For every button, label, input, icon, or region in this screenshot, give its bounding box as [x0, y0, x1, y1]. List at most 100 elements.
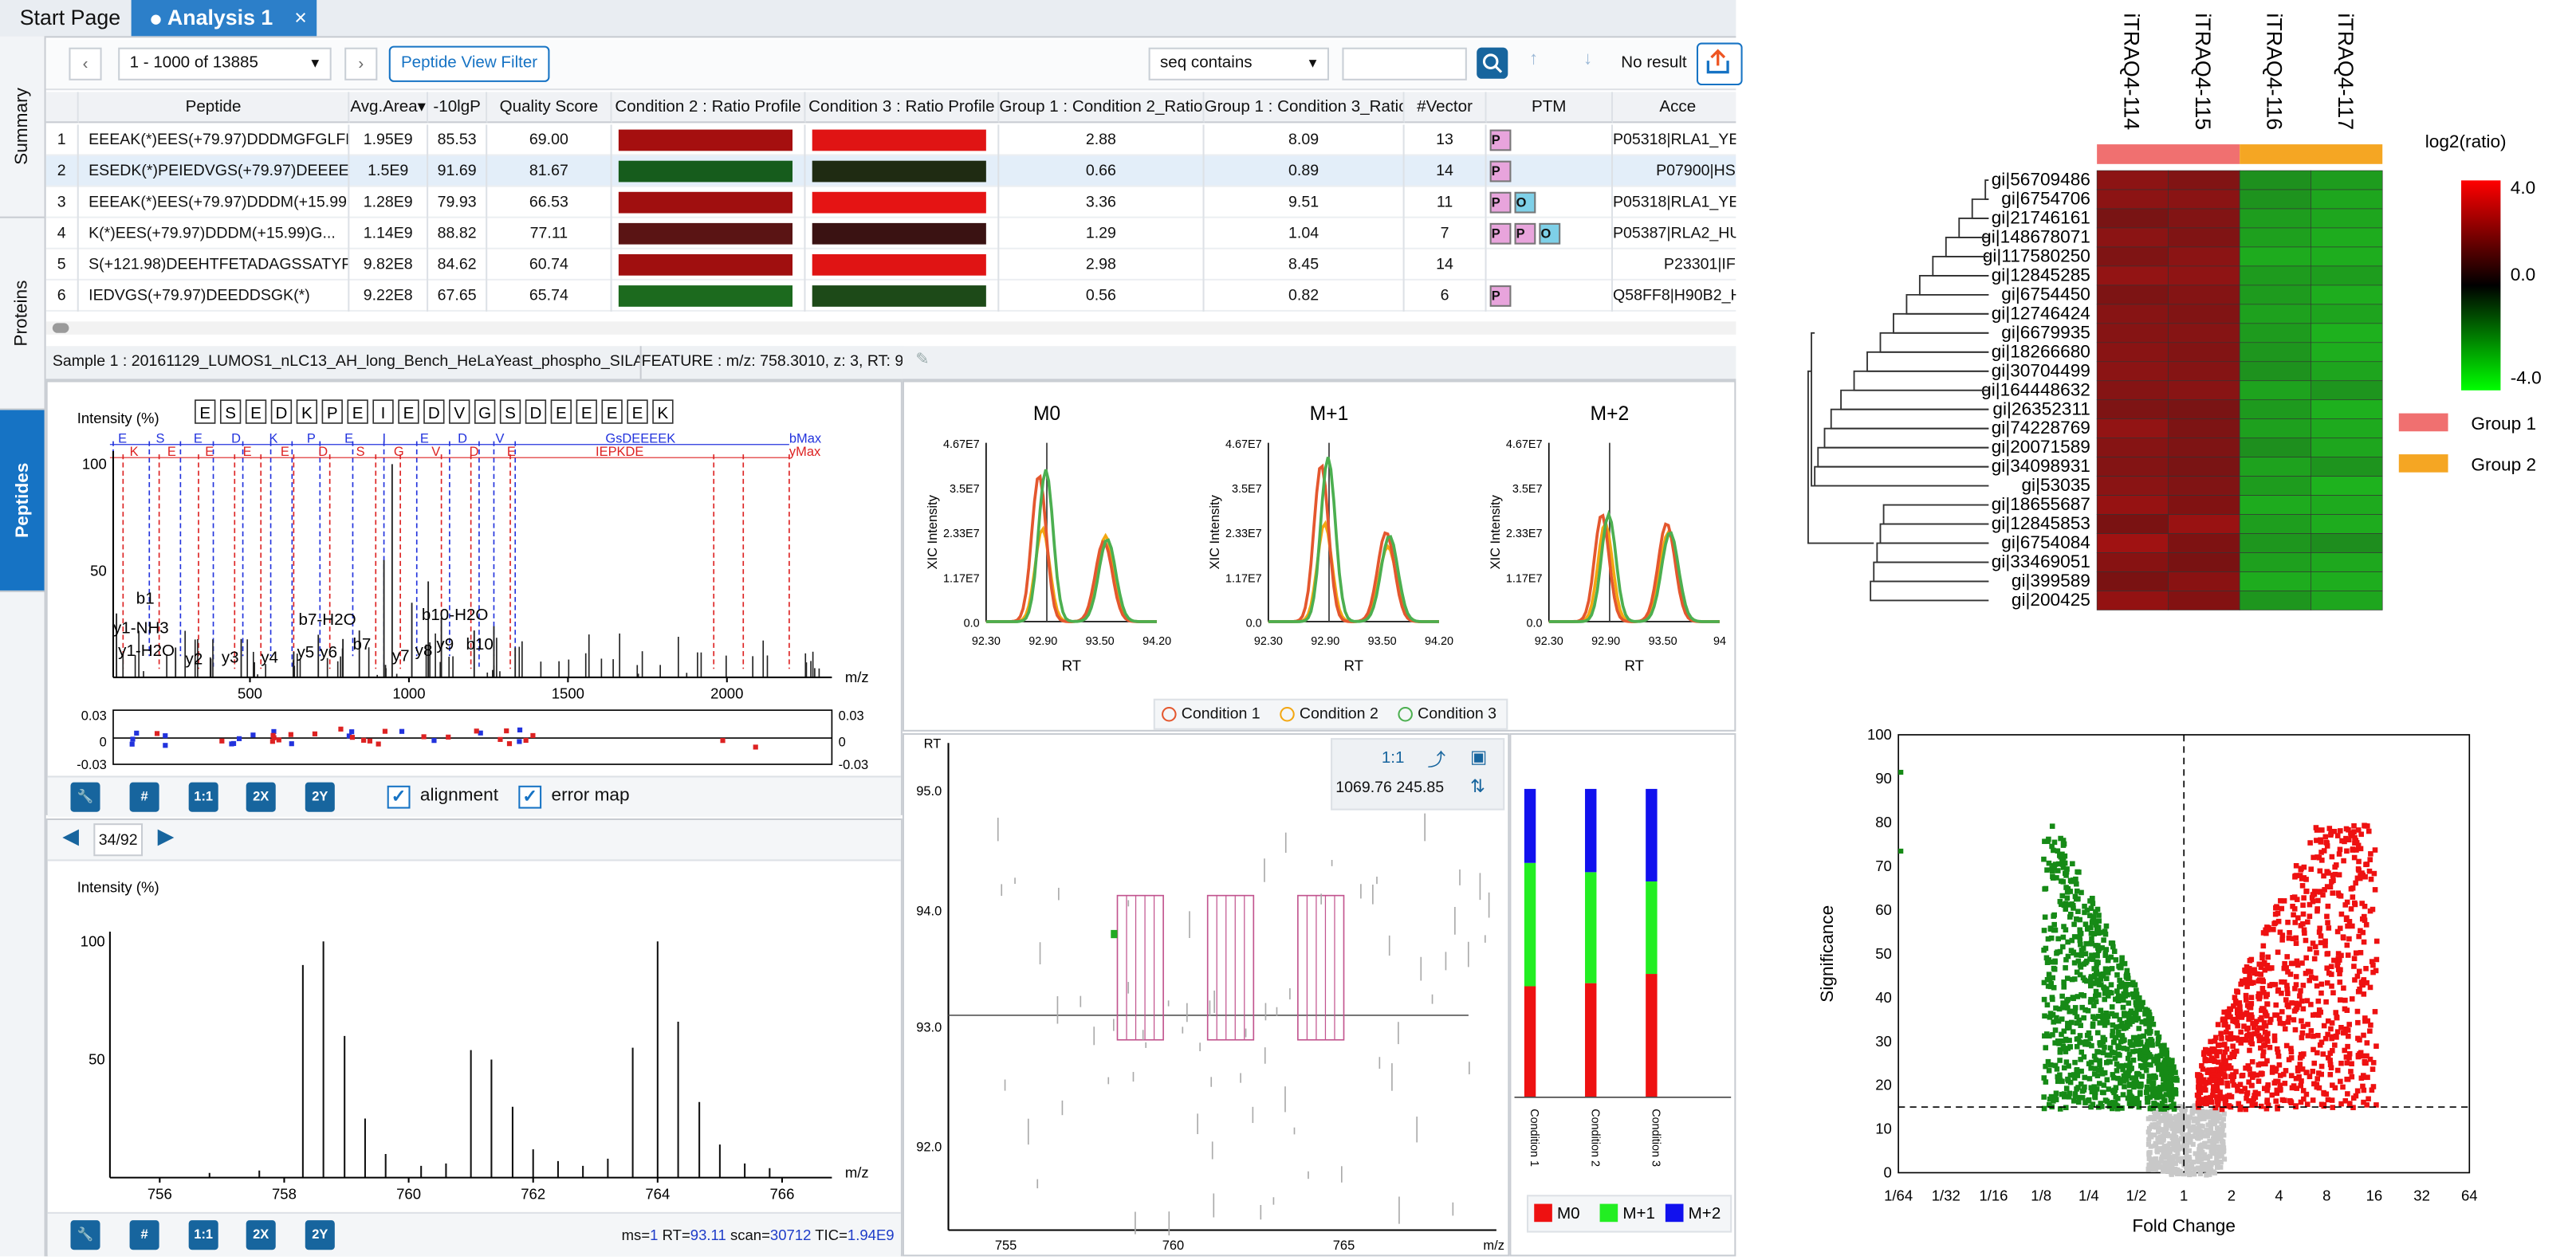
sequence-residue-box	[449, 399, 470, 424]
peptide-view-filter-button[interactable]: Peptide View Filter	[388, 45, 550, 82]
volcano-point	[2136, 995, 2142, 1001]
volcano-point	[2301, 895, 2307, 901]
volcano-point	[2078, 948, 2085, 953]
table-row[interactable]: 5 S(+121.98)DEEHTFETADAGSSATYP... 9.82E8 84…	[45, 249, 1736, 281]
y-tick-label: 70	[1875, 858, 1892, 874]
column-header[interactable]: Quality Score	[487, 92, 612, 124]
error-map-checkbox[interactable]: ✓	[518, 785, 542, 809]
tab-start-page[interactable]: Start Page	[19, 5, 121, 30]
column-header[interactable]	[45, 92, 79, 124]
volcano-point	[2055, 1018, 2062, 1024]
volcano-point	[2342, 1047, 2348, 1054]
column-header[interactable]: Acce	[1613, 92, 1736, 124]
table-scrollbar[interactable]	[45, 321, 1736, 335]
search-input[interactable]	[1342, 47, 1467, 80]
swap-icon[interactable]: ⇅	[1469, 777, 1485, 798]
volcano-point	[2272, 911, 2279, 917]
xic-legend-item[interactable]: Condition 1	[1162, 701, 1260, 728]
zoom-2x-button[interactable]: 2X	[246, 782, 276, 812]
annotate-button[interactable]: #	[129, 782, 159, 812]
export-button[interactable]	[1696, 42, 1743, 86]
xic-legend-item[interactable]: Condition 3	[1398, 701, 1496, 728]
zoom-reset-button[interactable]: 1:1	[188, 782, 218, 812]
pin-icon[interactable]: ✎	[915, 351, 930, 370]
volcano-point	[2362, 873, 2368, 880]
volcano-point	[2278, 897, 2283, 904]
heatmap-cell	[2168, 457, 2240, 477]
table-cell-vec: 13	[1405, 124, 1487, 156]
search-mode-select[interactable]: seq contains ▼	[1148, 47, 1329, 80]
volcano-point	[2072, 1005, 2078, 1011]
feature-box[interactable]	[1116, 894, 1164, 1041]
column-header[interactable]: PTM	[1486, 92, 1614, 124]
arrow-up-icon[interactable]: ↑	[1529, 49, 1539, 69]
zoom-2y-button[interactable]: 2Y	[305, 782, 335, 812]
column-header[interactable]: -10lgP	[428, 92, 488, 124]
table-row[interactable]: 6 IEDVGS(+79.97)DEEDDSGK(*) 9.22E8 67.65 65.…	[45, 280, 1736, 312]
volcano-point	[2130, 979, 2136, 986]
table-row[interactable]: 4 K(*)EES(+79.97)DDDM(+15.99)G... 1.14E9 88…	[45, 218, 1736, 249]
sidebar-tab-proteins[interactable]: Proteins	[0, 218, 45, 410]
volcano-point	[2210, 1117, 2216, 1122]
volcano-point	[2117, 1017, 2123, 1023]
sidebar-tab-peptides[interactable]: Peptides	[0, 410, 45, 592]
volcano-point	[2114, 988, 2120, 994]
feature-box[interactable]	[1206, 894, 1255, 1041]
volcano-point	[2307, 946, 2313, 952]
volcano-point	[2215, 1022, 2221, 1027]
alignment-checkbox[interactable]: ✓	[387, 785, 411, 809]
chart-icon[interactable]: ⤴	[1427, 751, 1446, 771]
ms2-spectrum-chart: Intensity (%) E S E D K P E I E D V G S D E E E E KE S E D K P E I…	[77, 399, 869, 772]
volcano-point	[2129, 1075, 2135, 1081]
heatmap-cell	[2096, 399, 2169, 420]
column-header[interactable]: Peptide	[78, 92, 350, 124]
volcano-point	[2177, 1145, 2183, 1151]
table-row[interactable]: 3 EEEAK(*)EES(+79.97)DDDM(+15.99... 1.28E9…	[45, 186, 1736, 218]
column-header[interactable]: Group 1 : Condition 2_Ratio	[999, 92, 1205, 124]
volcano-point	[2208, 1125, 2214, 1131]
zoom-2x-button[interactable]: 2X	[246, 1220, 276, 1250]
close-icon[interactable]: ×	[294, 5, 307, 30]
ptm-badge: O	[1539, 222, 1561, 245]
search-button[interactable]	[1477, 47, 1508, 79]
volcano-point	[2293, 862, 2299, 869]
wrench-icon[interactable]: 🔧	[70, 782, 100, 812]
feature-box[interactable]	[1297, 894, 1345, 1041]
sidebar-tab-summary[interactable]: Summary	[0, 36, 45, 218]
column-header[interactable]: #Vector	[1404, 92, 1487, 124]
column-header[interactable]: Avg.Area▾	[349, 92, 429, 124]
zoom-2y-button[interactable]: 2Y	[305, 1220, 335, 1250]
wrench-icon[interactable]: 🔧	[70, 1220, 100, 1250]
ratio-button[interactable]: 1:1	[1381, 749, 1405, 768]
table-scroll-thumb[interactable]	[52, 323, 69, 333]
column-header[interactable]: Condition 3 : Ratio Profile	[805, 92, 1000, 124]
next-scan-icon[interactable]: ▶	[157, 823, 175, 848]
gene-label: gi|18655687	[1992, 494, 2090, 514]
table-row[interactable]: 1 EEEAK(*)EES(+79.97)DDDMGFGLFD 1.95E9 85.5…	[45, 124, 1736, 156]
volcano-point	[2274, 1087, 2280, 1093]
column-header[interactable]: Condition 2 : Ratio Profile	[612, 92, 806, 124]
prev-page-button[interactable]: ‹	[69, 47, 102, 80]
volcano-point	[2368, 851, 2373, 857]
tab-analysis-1[interactable]: Analysis 1 ×	[131, 0, 317, 37]
page-range-select[interactable]: 1 - 1000 of 13885 ▼	[118, 47, 332, 80]
volcano-point	[2373, 956, 2380, 963]
zoom-reset-button[interactable]: 1:1	[188, 1220, 218, 1250]
volcano-point	[2336, 851, 2342, 857]
table-row[interactable]: 2 ESEDK(*)PEIEDVGS(+79.97)DEEEEK(*) 1.5E9 9…	[45, 155, 1736, 187]
image-icon[interactable]: ▣	[1469, 748, 1488, 768]
x-tick-label: 32	[2413, 1187, 2430, 1203]
volcano-point	[2259, 1007, 2264, 1014]
prev-scan-icon[interactable]: ◀	[62, 823, 79, 848]
scan-counter[interactable]: 34/92	[93, 823, 144, 857]
volcano-point	[2276, 1062, 2283, 1068]
annotate-button[interactable]: #	[129, 1220, 159, 1250]
volcano-point	[2045, 838, 2051, 844]
b-ion-residue: E	[420, 432, 429, 446]
arrow-down-icon[interactable]: ↓	[1583, 49, 1593, 69]
next-page-button[interactable]: ›	[344, 47, 378, 80]
column-header[interactable]: Group 1 : Condition 3_Ratio	[1204, 92, 1405, 124]
volcano-point	[2126, 1073, 2131, 1079]
volcano-point	[2197, 1117, 2203, 1122]
xic-legend-item[interactable]: Condition 2	[1280, 701, 1378, 728]
